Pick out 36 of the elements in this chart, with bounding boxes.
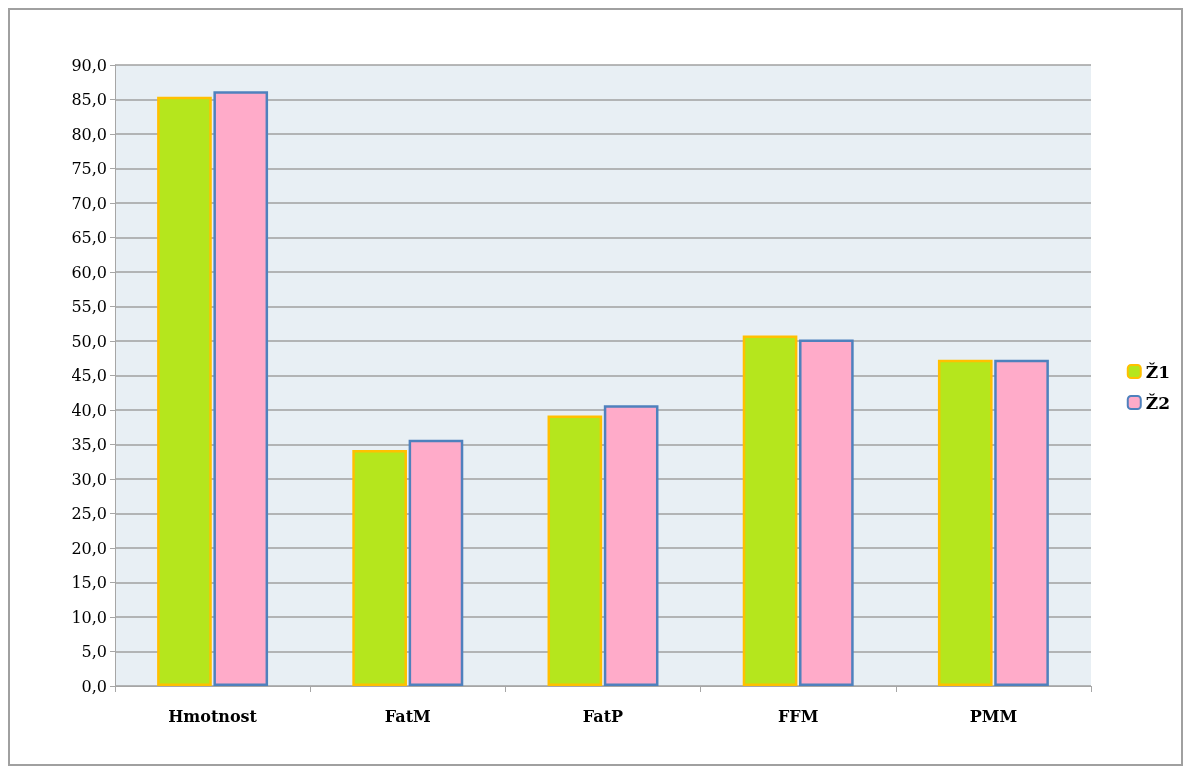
y-tick-label: 55,0 (71, 297, 107, 316)
y-tick-label: 40,0 (71, 400, 107, 420)
bar (352, 450, 407, 686)
y-tick-label: 90,0 (71, 55, 107, 75)
y-tick-label: 80,0 (71, 124, 107, 144)
y-tick-label: 0,0 (81, 676, 107, 696)
y-tick-label: 45,0 (71, 366, 107, 385)
y-tick-label: 35,0 (71, 435, 107, 454)
x-tick-label: FatP (582, 706, 624, 726)
x-tick-label: FatM (384, 706, 431, 726)
bar (937, 359, 993, 686)
y-tick-label: 25,0 (71, 504, 107, 523)
bar (994, 359, 1049, 686)
y-tick-label: 10,0 (71, 607, 107, 627)
y-tick-label: 5,0 (81, 642, 107, 661)
bar (408, 439, 464, 686)
legend-label: Ž1 (1145, 361, 1171, 382)
y-tick-label: 20,0 (71, 538, 107, 558)
y-tick-label: 60,0 (71, 262, 107, 282)
x-tick-label: FFM (777, 706, 819, 726)
legend-label: Ž2 (1145, 392, 1171, 413)
y-tick-label: 65,0 (71, 228, 107, 247)
y-tick-label: 50,0 (71, 331, 107, 351)
bar (742, 335, 798, 686)
bar (213, 91, 269, 686)
y-tick-label: 15,0 (71, 573, 107, 592)
bar (799, 339, 854, 686)
y-tick-label: 30,0 (71, 469, 107, 489)
bar (547, 415, 603, 686)
y-tick-label: 85,0 (71, 90, 107, 109)
x-tick-label: PMM (969, 706, 1018, 726)
bar (157, 96, 212, 686)
bar (603, 405, 659, 686)
y-tick-label: 75,0 (71, 159, 107, 178)
x-tick-label: Hmotnost (168, 706, 258, 726)
y-tick-label: 70,0 (71, 193, 107, 213)
